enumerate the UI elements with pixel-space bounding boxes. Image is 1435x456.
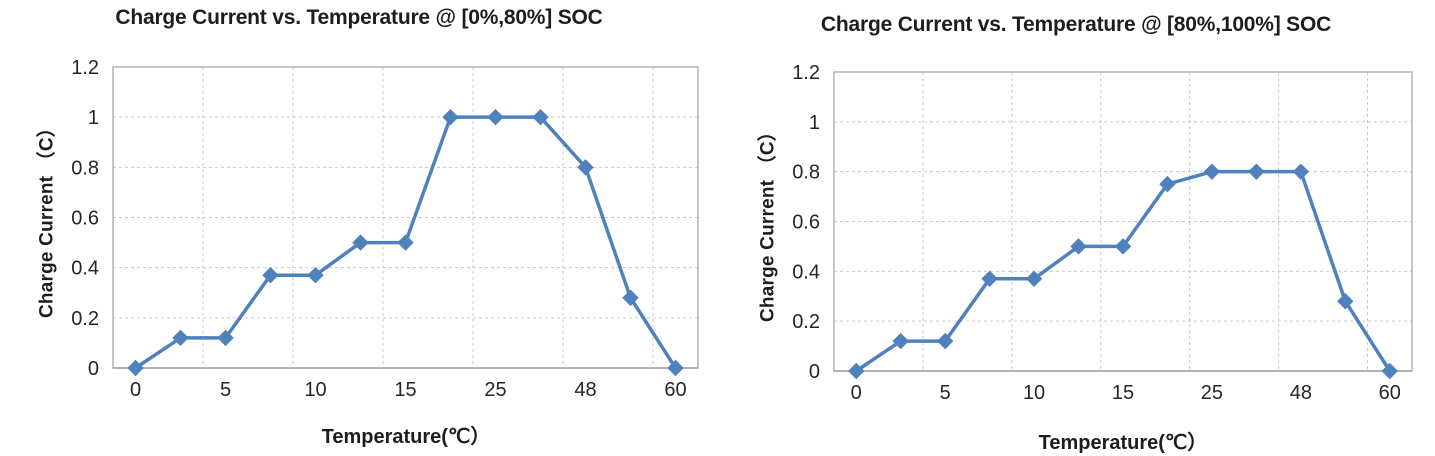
y-tick-label: 0.4 <box>792 261 820 283</box>
data-point-marker <box>532 108 549 126</box>
data-point-marker <box>1337 293 1354 310</box>
data-point-marker <box>667 359 684 377</box>
y-tick-label: 0.2 <box>71 308 99 330</box>
x-tick-label: 0 <box>130 379 141 401</box>
x-tick-label: 10 <box>1023 382 1045 404</box>
chart-soc-0-80: Charge Current vs. Temperature @ [0%,80%… <box>37 6 699 448</box>
y-tick-label: 1.2 <box>792 62 820 84</box>
data-point-marker <box>1292 163 1310 180</box>
data-point-marker <box>936 332 954 350</box>
data-point-marker <box>1159 175 1176 193</box>
data-point-marker <box>217 329 234 347</box>
data-point-marker <box>172 329 189 347</box>
x-tick-label: 10 <box>304 379 326 401</box>
data-point-marker <box>352 234 369 251</box>
x-tick-label: 15 <box>1112 382 1134 404</box>
data-point-marker <box>892 332 909 350</box>
plot-area: 0 0.2 0.4 0.6 0.8 1 1.2 0 5 10 15 25 48 60 <box>71 57 699 401</box>
y-tick-label: 0.8 <box>792 162 820 184</box>
data-point-marker <box>848 362 865 380</box>
data-point-marker <box>127 359 144 377</box>
x-axis-title: Temperature(℃） <box>1038 432 1208 454</box>
x-tick-label: 25 <box>1201 382 1223 404</box>
x-tick-label: 48 <box>574 379 596 401</box>
chart-title: Charge Current vs. Temperature @ [80%,10… <box>820 13 1332 36</box>
y-tick-label: 0.4 <box>71 258 99 280</box>
data-point-marker <box>577 159 594 176</box>
data-point-marker <box>1248 163 1265 180</box>
chart-soc-80-100: Charge Current vs. Temperature @ [80%,10… <box>717 0 1435 456</box>
data-point-marker <box>1025 270 1043 288</box>
data-point-marker <box>262 266 279 284</box>
x-tick-label: 60 <box>1379 382 1401 404</box>
x-tick-label: 25 <box>484 379 506 401</box>
data-point-marker <box>397 234 414 251</box>
x-tick-label: 48 <box>1290 382 1312 404</box>
data-point-marker <box>487 108 504 126</box>
data-point-marker <box>1114 238 1132 255</box>
data-point-marker <box>442 108 459 126</box>
y-tick-label: 1 <box>809 112 820 134</box>
plot-area: 0 0.2 0.4 0.6 0.8 1 1.2 0 5 10 15 25 48 60 <box>792 62 1413 404</box>
data-point-marker <box>307 266 324 284</box>
x-tick-label: 60 <box>664 379 686 401</box>
y-tick-label: 0.6 <box>792 212 820 234</box>
plot-border <box>112 66 699 369</box>
y-tick-label: 0.2 <box>792 311 820 333</box>
x-tick-label: 15 <box>394 379 416 401</box>
x-tick-label: 0 <box>851 382 862 404</box>
y-tick-label: 0.6 <box>71 208 99 230</box>
y-tick-label: 1 <box>88 107 99 129</box>
data-point-marker <box>622 289 639 306</box>
data-point-marker <box>1070 238 1087 255</box>
x-tick-label: 5 <box>940 382 951 404</box>
x-axis-title: Temperature(℃） <box>321 426 491 448</box>
data-point-marker <box>1381 362 1398 380</box>
chart-title: Charge Current vs. Temperature @ [0%,80%… <box>115 6 603 29</box>
y-tick-label: 0 <box>809 361 820 383</box>
y-tick-label: 0.8 <box>71 157 99 179</box>
y-tick-label: 0 <box>88 358 99 380</box>
y-tick-label: 1.2 <box>71 57 99 79</box>
data-point-marker <box>981 270 998 288</box>
data-point-marker <box>1203 163 1221 180</box>
x-tick-label: 5 <box>220 379 231 401</box>
